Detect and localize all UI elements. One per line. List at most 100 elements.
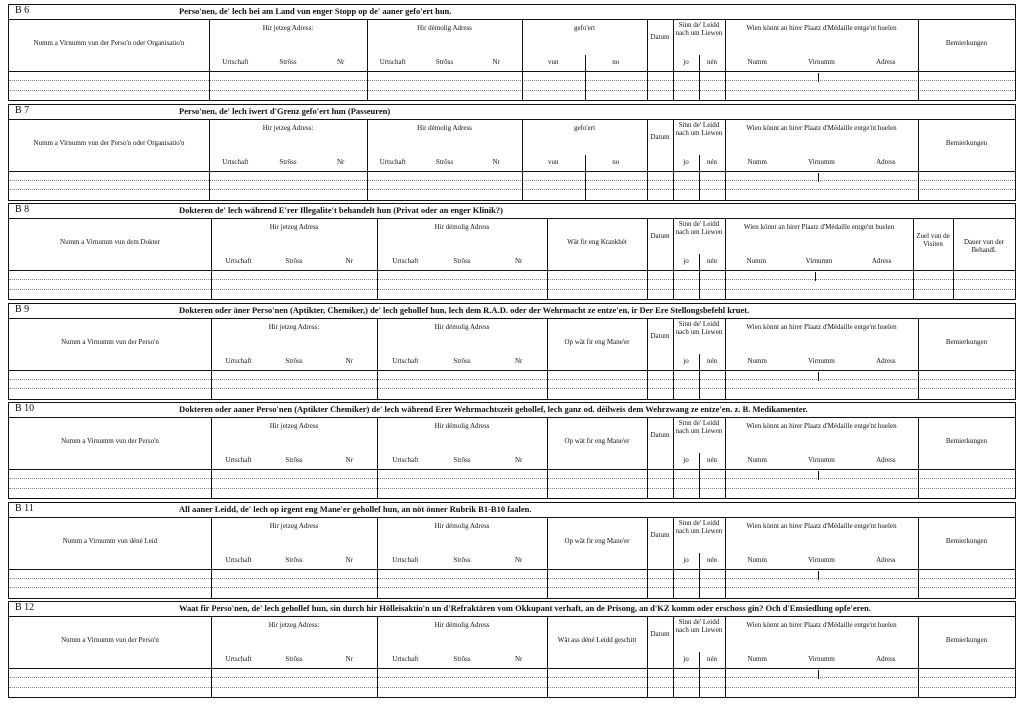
column-rule (953, 218, 954, 299)
column-header: Sinn de' Leidd nach um Liewen (675, 518, 723, 535)
dotted-line (9, 587, 1015, 589)
column-header: Hir démolig Adress (434, 521, 490, 530)
section-code: B 9 (15, 303, 30, 315)
dotted-line (9, 677, 1015, 679)
form-section: B 6 Perso'nen, de' lech hei am Land vun e… (8, 4, 1016, 101)
column-subheader: Urtschaft (392, 356, 419, 365)
form-section: B 8 Dokteren de' lech während E'rer Illeg… (8, 203, 1016, 300)
column-header: Sinn de' Leidd nach um Liewen (675, 220, 723, 236)
section-title: Perso'nen, de' lech hei am Land vun enge… (179, 6, 452, 16)
column-subheader: Strôss (453, 356, 471, 365)
dotted-line (9, 80, 1015, 82)
column-subheader: Nr (345, 356, 354, 365)
column-subheader: Virnumm (808, 356, 835, 365)
dotted-line (9, 577, 1015, 579)
column-rule (377, 516, 378, 598)
rule (9, 668, 1015, 669)
column-subheader: jo (683, 257, 689, 265)
column-subheader: Nr (336, 157, 345, 166)
section-code: B 10 (15, 403, 35, 414)
column-header: Datum (650, 232, 670, 240)
column-subheader: Nr (492, 58, 500, 66)
column-subheader: Adress (876, 555, 896, 564)
form-section: B 11 All aaner Leidd, de' lech op irgent … (8, 501, 1016, 599)
column-header: Datum (650, 33, 670, 41)
column-header: Wien könnt an hirer Plaatz d'Médaille en… (746, 521, 897, 530)
sub-rule (817, 371, 819, 381)
sub-rule (699, 552, 700, 598)
column-rule (725, 19, 726, 100)
sub-rule (699, 254, 700, 299)
form-section: B 12 Waat fir Perso'nen, de' lech geholle… (8, 601, 1016, 698)
column-subheader: jo (683, 356, 689, 365)
column-subheader: Urtschaft (225, 655, 252, 663)
rule (9, 71, 1015, 72)
column-header: Wien könnt an hirer Plaatz d'Médaille en… (746, 322, 897, 331)
column-rule (647, 118, 648, 200)
section-code: B 7 (15, 104, 30, 116)
column-rule (647, 616, 648, 697)
rule (9, 317, 1015, 319)
column-subheader: Urtschaft (225, 456, 252, 464)
column-header: Hir jetzeg Adress (269, 422, 319, 430)
column-header: Hir démolig Adress (434, 621, 490, 629)
sub-rule (699, 154, 700, 200)
rule (9, 369, 1015, 371)
column-subheader: nén (706, 257, 718, 265)
column-header: Hir jetzeg Adress (269, 223, 319, 231)
sub-rule (699, 55, 700, 100)
column-rule (547, 417, 548, 498)
column-subheader: nén (706, 58, 718, 66)
column-rule (918, 417, 919, 498)
column-header: Datum (650, 132, 670, 141)
column-rule (647, 417, 648, 498)
column-subheader: Nr (492, 157, 500, 166)
column-header: Wät ass déné Leidd geschitt (557, 636, 637, 644)
column-subheader: Adress (871, 257, 892, 265)
column-header: Datum (650, 630, 670, 638)
column-rule (367, 118, 368, 200)
column-header: Sinn de' Leidd nach um Liewen (675, 21, 723, 37)
column-subheader: Adress (876, 655, 896, 663)
column-header: Zuel vun de Visiten (916, 232, 950, 248)
column-subheader: Nr (345, 655, 354, 663)
column-header: Bemierkungen (945, 39, 988, 47)
column-rule (673, 218, 674, 299)
column-rule (913, 218, 914, 299)
column-rule (918, 516, 919, 598)
form-section: B 7 Perso'nen, de' lech iwert d'Grenz gef… (8, 103, 1016, 201)
column-subheader: jo (683, 58, 689, 66)
column-subheader: Nr (514, 555, 523, 564)
section-title: Perso'nen, de' lech iwert d'Grenz gefo'e… (179, 105, 391, 116)
column-rule (209, 19, 210, 100)
column-rule (647, 317, 648, 399)
column-rule (725, 616, 726, 697)
column-subheader: Numm (747, 356, 767, 365)
column-header: Wien könnt an hirer Plaatz d'Médaille en… (746, 24, 897, 32)
rule (9, 417, 1015, 418)
column-header: Hir jetzeg Adress: (262, 123, 314, 132)
column-rule (673, 317, 674, 399)
column-header: Sinn de' Leidd nach um Liewen (675, 419, 723, 435)
column-rule (211, 516, 212, 598)
rule (9, 469, 1015, 470)
column-subheader: Urtschaft (225, 555, 252, 564)
column-subheader: Nr (345, 456, 354, 464)
column-header: Wät fir eng Krankhét (567, 238, 627, 246)
column-rule (725, 118, 726, 200)
column-subheader: Urtschaft (222, 157, 249, 166)
column-header: Hir jetzeg Adress: (262, 24, 314, 32)
sub-rule (817, 670, 819, 680)
column-header: Dauer vun der Behandl. (963, 238, 1005, 254)
column-subheader: Adress (876, 157, 896, 166)
column-subheader: Strôss (435, 157, 454, 166)
column-rule (547, 218, 548, 299)
dotted-line (9, 288, 1015, 290)
column-header: Wien könnt an hirer Plaatz d'Médaille en… (743, 223, 895, 231)
form-section: B 9 Dokteren oder äner Perso'nen (Aptikte… (8, 302, 1016, 400)
column-header: Bemierkungen (945, 138, 988, 147)
column-rule (547, 516, 548, 598)
column-header: Datum (650, 530, 670, 539)
dotted-line (9, 487, 1015, 489)
column-rule (725, 218, 726, 299)
